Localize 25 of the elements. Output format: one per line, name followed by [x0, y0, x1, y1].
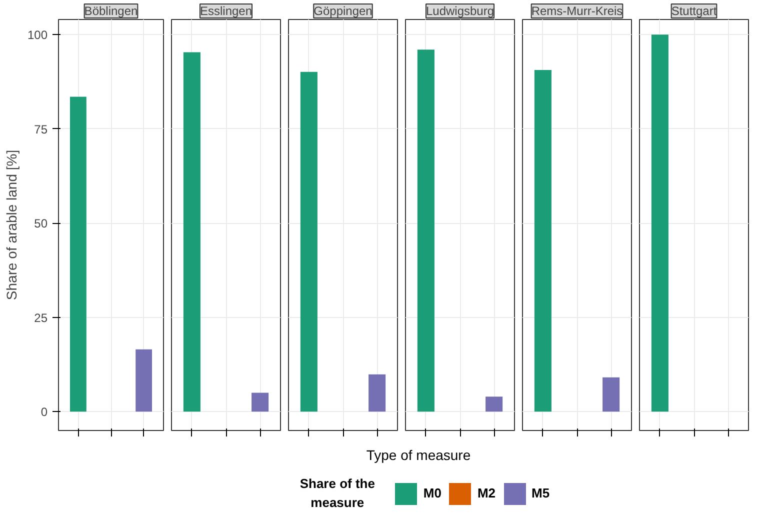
- y-axis-title: Share of arable land [%]: [3, 150, 20, 300]
- legend-label: M0: [423, 485, 442, 500]
- bar: [368, 374, 386, 412]
- bar: [136, 349, 152, 412]
- x-tick-label: Ludwigsburg: [426, 4, 494, 18]
- bar: [602, 377, 620, 412]
- bar: [252, 392, 269, 412]
- bar: [534, 70, 552, 412]
- bar: [417, 50, 434, 412]
- y-tick-label: 0: [40, 405, 48, 420]
- legend-label: M2: [477, 485, 496, 500]
- x-tick-label: Esslingen: [200, 4, 252, 18]
- y-tick-label: 25: [34, 310, 48, 325]
- bar: [651, 34, 668, 412]
- x-tick-label: Göppingen: [314, 4, 372, 18]
- x-axis-title: Type of measure: [365, 446, 472, 465]
- legend-title: Share of the measure: [298, 475, 376, 512]
- legend-label: M5: [532, 485, 550, 500]
- x-tick-label: Böblingen: [84, 4, 138, 18]
- bar: [486, 396, 503, 412]
- bar: [300, 72, 318, 412]
- y-tick-label: 100: [27, 28, 48, 42]
- y-tick-label: 75: [34, 122, 48, 136]
- bar: [183, 52, 200, 412]
- y-tick-label: 50: [34, 216, 48, 231]
